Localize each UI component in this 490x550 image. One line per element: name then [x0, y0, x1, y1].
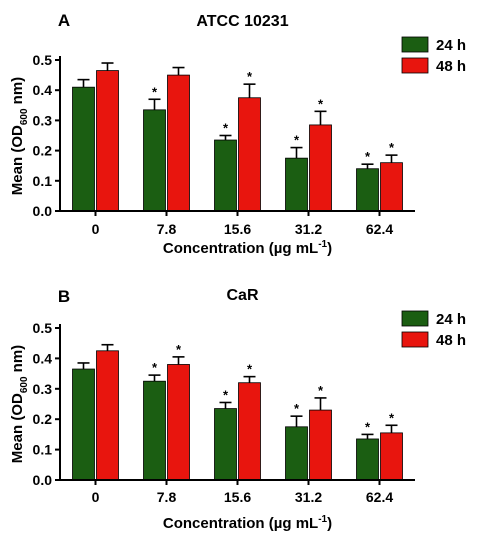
bar	[238, 382, 261, 481]
y-axis-label-main: Mean (OD	[9, 393, 26, 463]
x-tick-label: 31.2	[295, 221, 322, 237]
y-tick-label: 0.5	[33, 320, 53, 336]
bar	[356, 168, 379, 212]
x-tick-label: 62.4	[366, 489, 393, 505]
y-tick-label: 0.0	[33, 472, 53, 488]
x-tick-label: 31.2	[295, 489, 322, 505]
x-axis-label-sup: -1	[318, 239, 327, 250]
y-axis-label-sub: 600	[19, 376, 30, 393]
bar	[96, 350, 119, 481]
y-axis-label: Mean (OD600 nm)	[9, 345, 30, 463]
y-tick-label: 0.2	[33, 411, 53, 427]
x-axis-label-end: )	[327, 515, 332, 532]
x-axis-label-main: Concentration (µg mL	[163, 515, 318, 532]
legend-swatch	[401, 331, 429, 348]
bar	[380, 162, 403, 212]
legend-swatch	[401, 36, 429, 53]
legend-swatch	[401, 310, 429, 327]
significance-star: *	[223, 387, 229, 402]
significance-star: *	[365, 419, 371, 434]
bar	[285, 157, 308, 212]
bar	[214, 139, 237, 212]
x-tick-label: 0	[92, 221, 100, 237]
y-axis-label-end: nm)	[9, 345, 26, 377]
bar	[238, 97, 261, 212]
x-tick-label: 7.8	[157, 221, 177, 237]
significance-star: *	[152, 360, 158, 375]
significance-star: *	[389, 140, 395, 155]
x-tick-label: 15.6	[224, 221, 251, 237]
x-axis-label: Concentration (µg mL-1)	[163, 239, 332, 257]
bar	[167, 364, 190, 481]
y-axis-label-sub: 600	[19, 108, 30, 125]
y-axis-label-end: nm)	[9, 77, 26, 109]
bar	[72, 368, 95, 481]
bar	[285, 426, 308, 481]
legend-label: 48 h	[436, 58, 466, 75]
significance-star: *	[365, 149, 371, 164]
y-tick-label: 0.4	[33, 82, 53, 98]
x-tick-label: 0	[92, 489, 100, 505]
significance-star: *	[247, 69, 253, 84]
significance-star: *	[389, 410, 395, 425]
y-tick-label: 0.2	[33, 143, 53, 159]
panel-letter: B	[58, 287, 70, 306]
bar	[380, 432, 403, 481]
legend-swatch	[401, 57, 429, 74]
x-tick-label: 62.4	[366, 221, 393, 237]
x-axis-label-sup: -1	[318, 514, 327, 525]
panel-a: A ATCC 10231 * * * * * * * 0.0 0.1 0.2 0.3 0.4 0.5 0 7.8…	[9, 11, 466, 257]
significance-star: *	[223, 121, 229, 136]
y-axis-label-main: Mean (OD	[9, 125, 26, 195]
bar	[143, 109, 166, 212]
bar	[96, 70, 119, 212]
legend-label: 24 h	[436, 311, 466, 328]
significance-star: *	[152, 84, 158, 99]
panel-b: B CaR * * * * * * * * 0.0 0.1 0.2 0.3 0.4 0.5 0 7.8 15.6 31…	[9, 287, 466, 532]
y-tick-label: 0.1	[33, 442, 53, 458]
bar	[356, 438, 379, 481]
significance-star: *	[318, 383, 324, 398]
bar	[309, 409, 332, 481]
y-axis-label: Mean (OD600 nm)	[9, 77, 30, 195]
y-tick-label: 0.3	[33, 381, 53, 397]
x-axis-label-end: )	[327, 240, 332, 257]
chart-title: CaR	[226, 287, 258, 304]
significance-star: *	[247, 362, 253, 377]
panel-letter: A	[58, 11, 70, 30]
bar	[309, 124, 332, 212]
y-tick-label: 0.4	[33, 350, 53, 366]
legend-label: 48 h	[436, 332, 466, 349]
chart-title: ATCC 10231	[196, 13, 288, 30]
y-tick-label: 0.3	[33, 112, 53, 128]
significance-star: *	[176, 342, 182, 357]
x-tick-label: 15.6	[224, 489, 251, 505]
y-tick-label: 0.5	[33, 52, 53, 68]
x-axis-label-main: Concentration (µg mL	[163, 240, 318, 257]
bar	[167, 74, 190, 212]
bar	[143, 380, 166, 481]
legend-label: 24 h	[436, 37, 466, 54]
y-tick-label: 0.0	[33, 203, 53, 219]
x-axis-label: Concentration (µg mL-1)	[163, 514, 332, 532]
y-tick-label: 0.1	[33, 173, 53, 189]
significance-star: *	[294, 133, 300, 148]
significance-star: *	[294, 401, 300, 416]
bar	[214, 408, 237, 481]
x-tick-label: 7.8	[157, 489, 177, 505]
significance-star: *	[318, 96, 324, 111]
bar	[72, 86, 95, 212]
